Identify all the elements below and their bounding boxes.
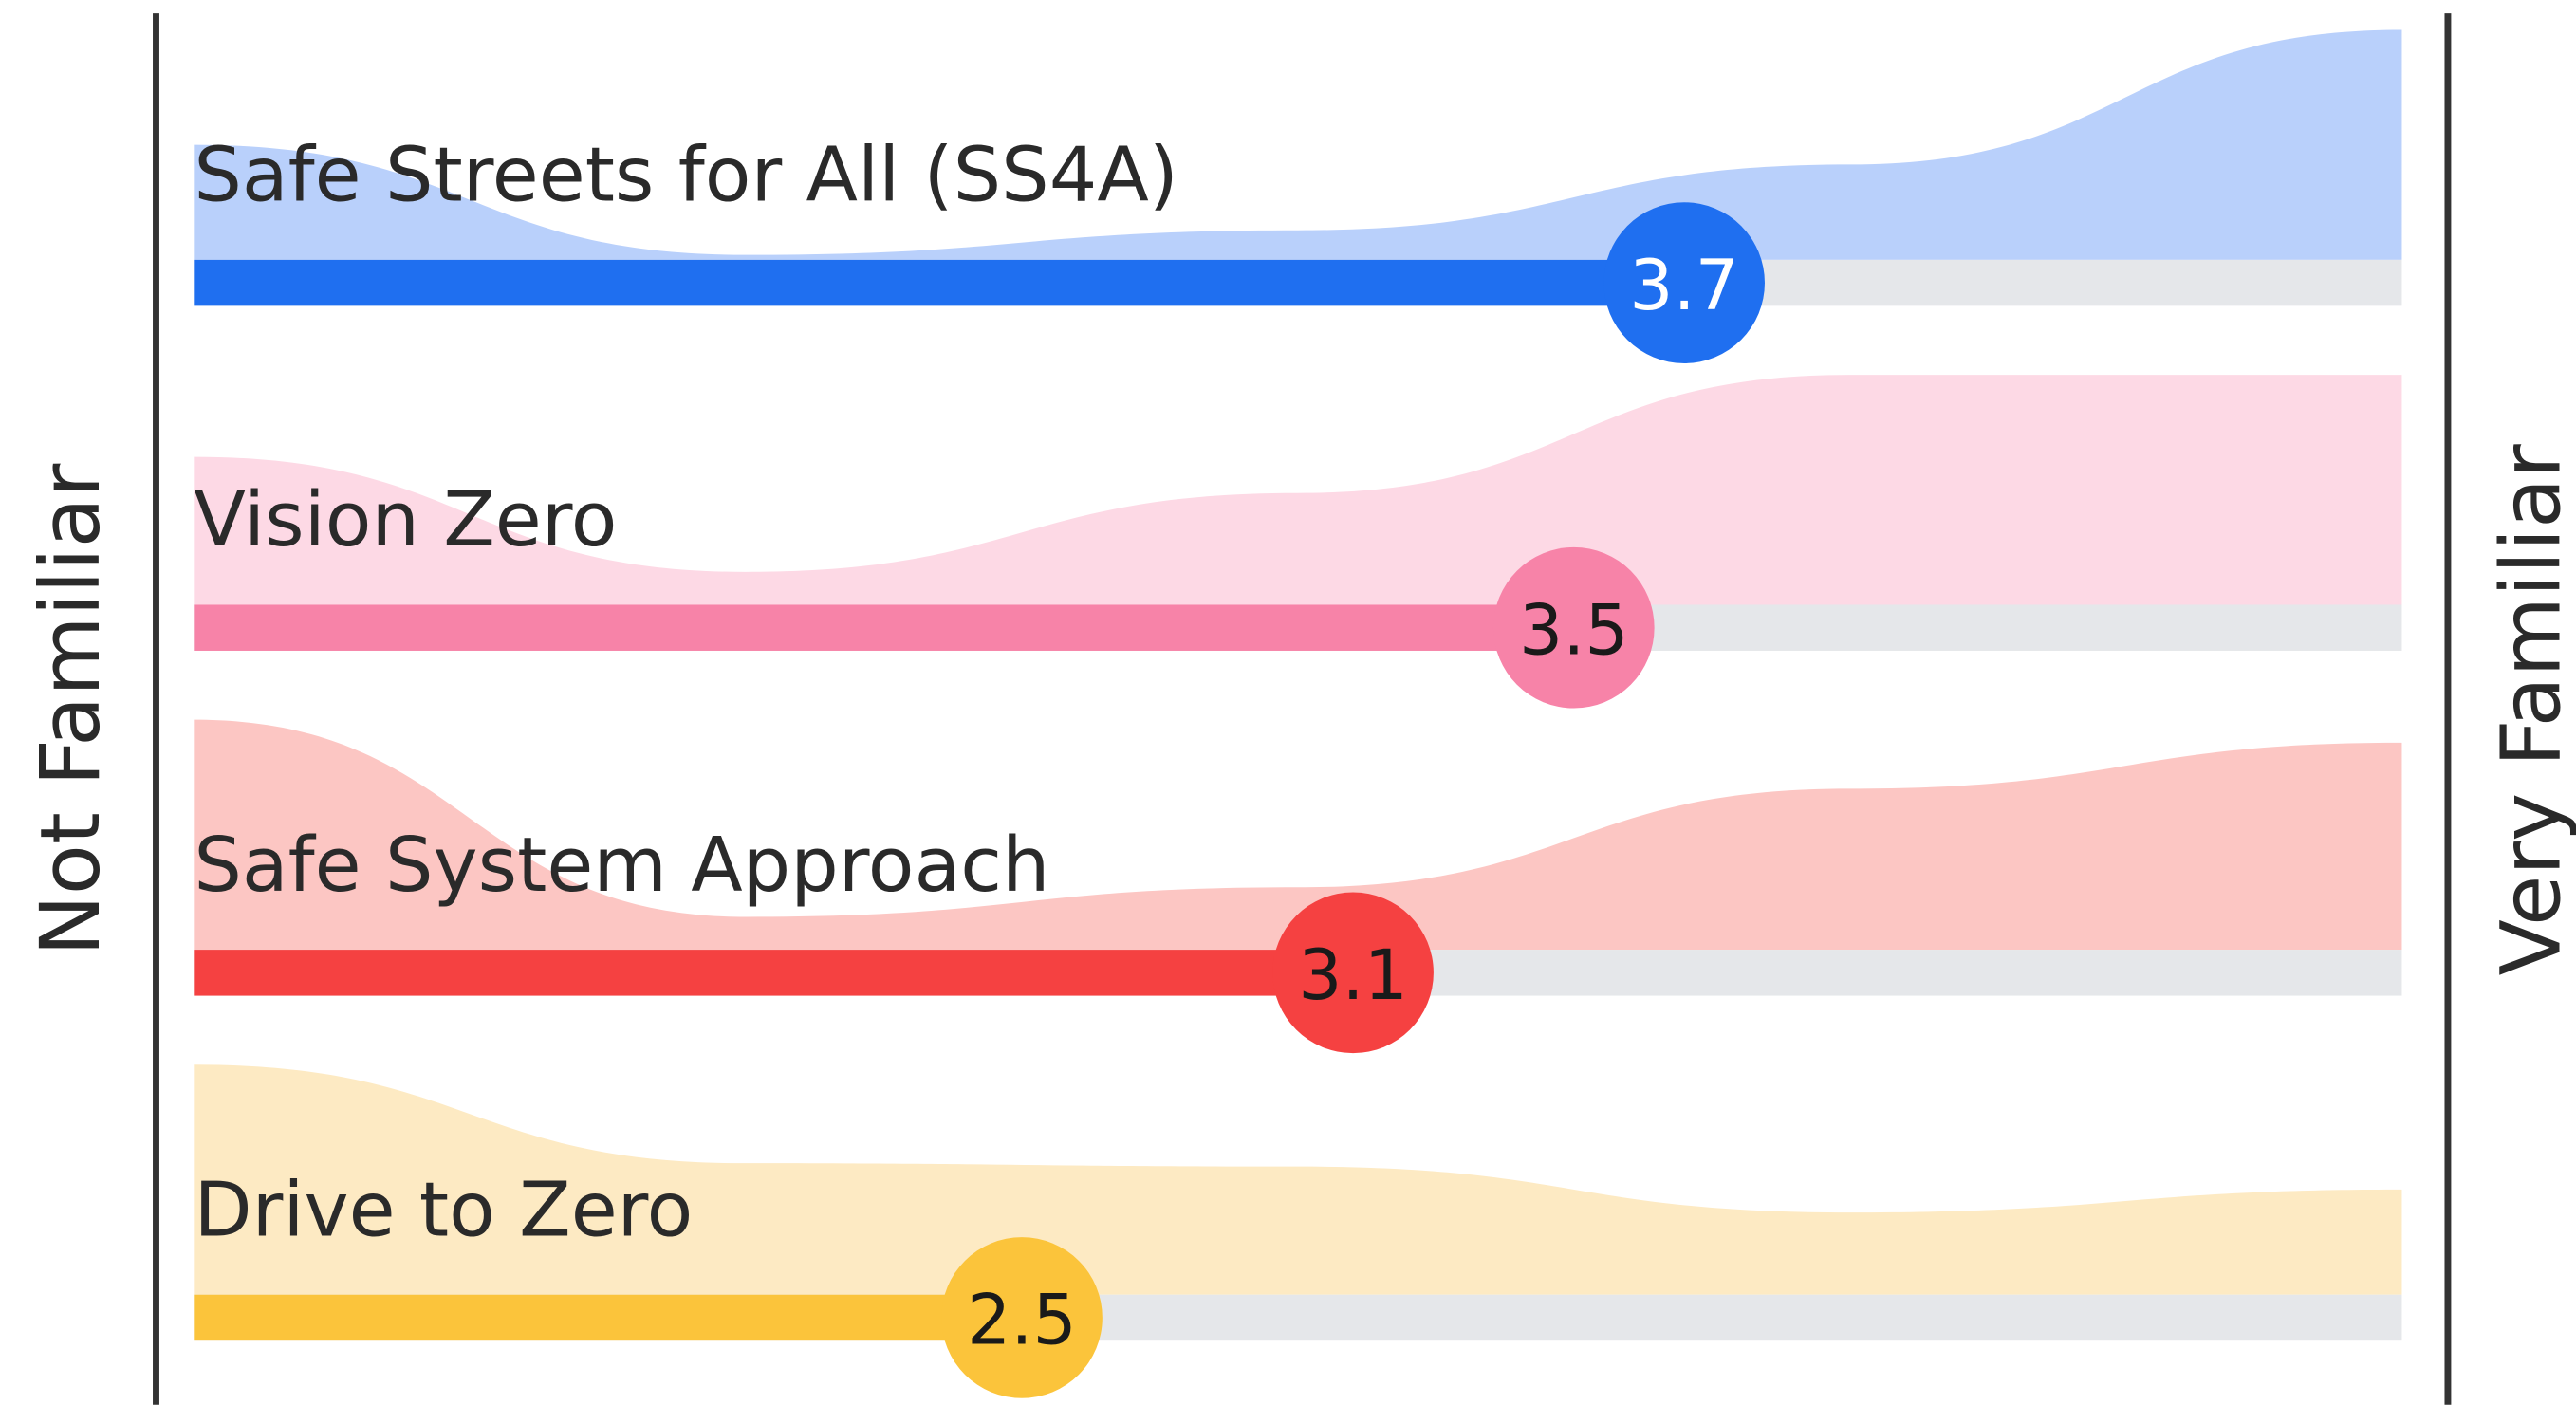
axis-label-left: Not Familiar: [24, 463, 119, 956]
density-area: [194, 29, 2402, 260]
value-label: 2.5: [967, 1281, 1077, 1361]
bar: [194, 259, 1685, 306]
density-area: [194, 1064, 2402, 1295]
bar: [194, 604, 1574, 651]
density-area: [194, 719, 2402, 951]
value-marker: [941, 1237, 1103, 1398]
value-label: 3.1: [1298, 935, 1408, 1016]
value-label: 3.7: [1629, 246, 1739, 326]
value-marker: [1603, 202, 1765, 363]
category-label: Drive to Zero: [194, 1165, 693, 1253]
bar: [194, 950, 1354, 996]
category-label: Vision Zero: [194, 475, 617, 564]
value-label: 3.5: [1519, 590, 1629, 671]
density-area: [194, 375, 2402, 605]
axis-label-right: Very Familiar: [2485, 444, 2576, 975]
bar: [194, 1294, 1022, 1341]
category-label: Safe Streets for All (SS4A): [194, 131, 1178, 219]
category-label: Safe System Approach: [194, 821, 1049, 909]
value-marker: [1272, 892, 1434, 1054]
value-marker: [1492, 546, 1655, 709]
